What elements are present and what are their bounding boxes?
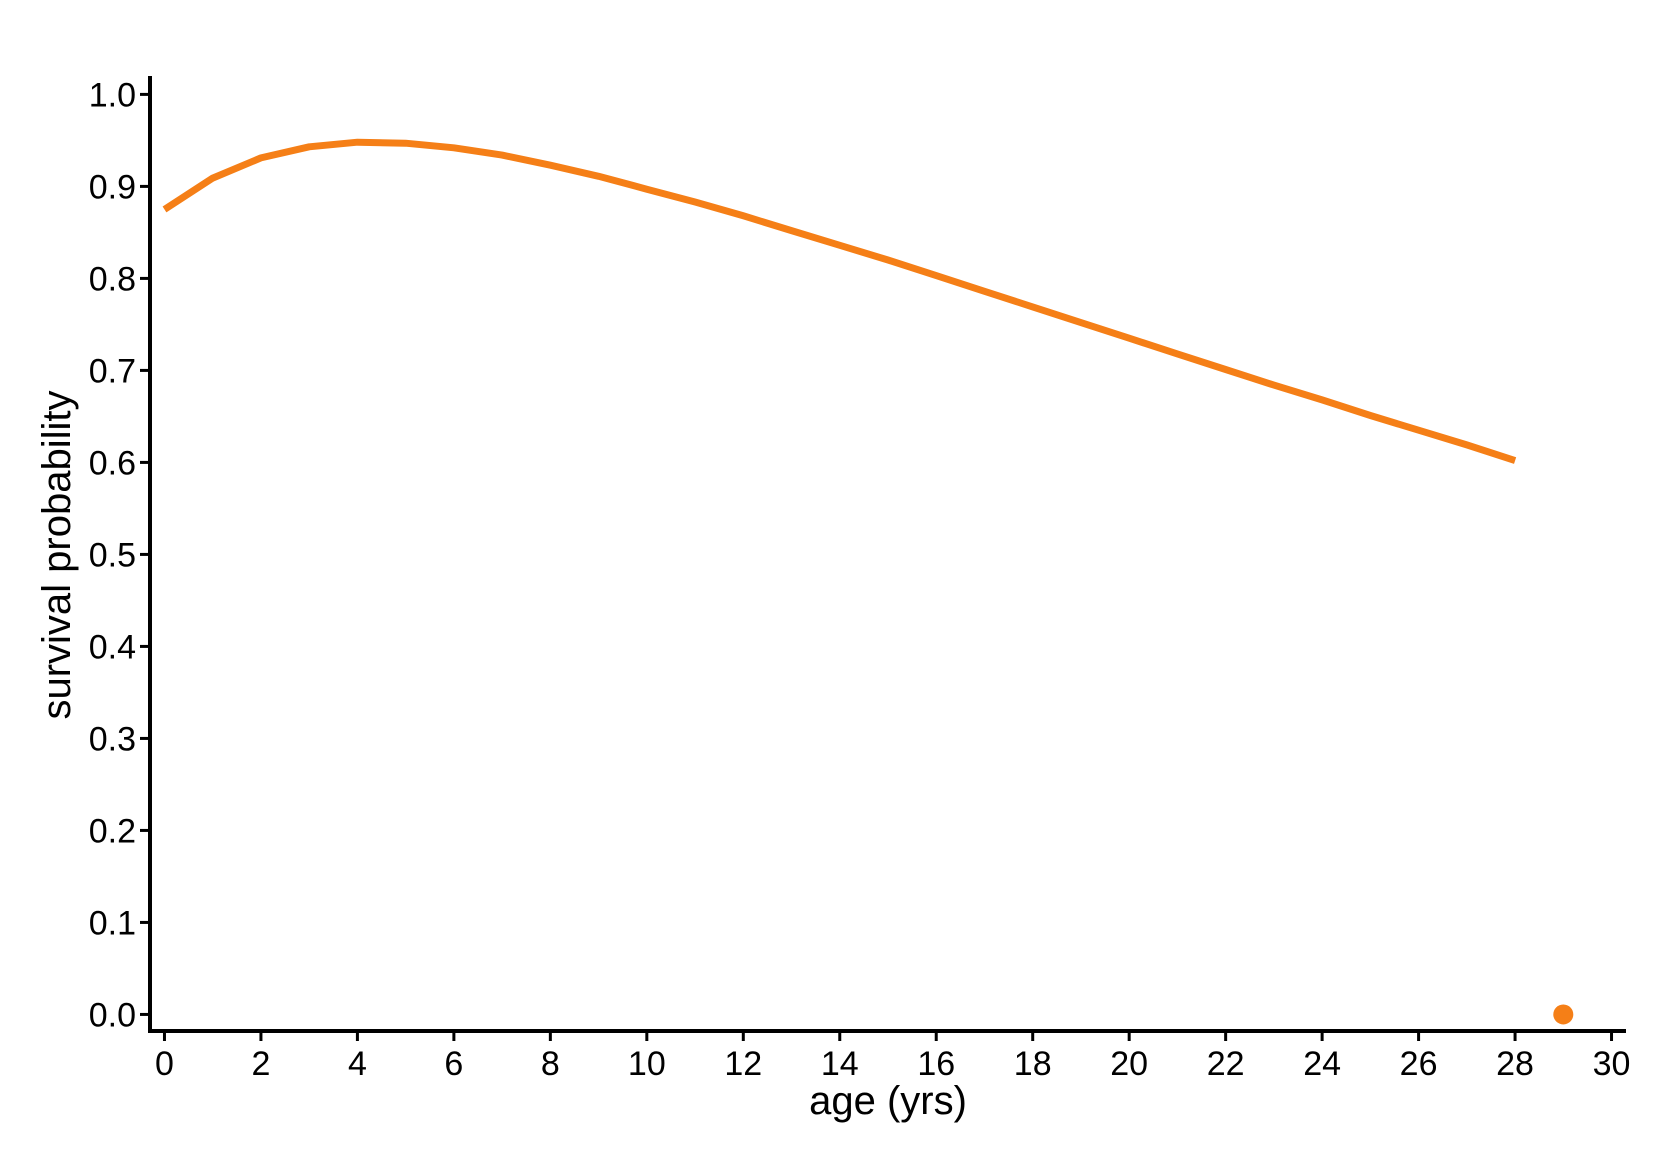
data-point bbox=[1553, 1004, 1574, 1025]
x-tick-label: 22 bbox=[1207, 1045, 1245, 1083]
plot-marks bbox=[162, 138, 1574, 1025]
x-tick-label: 4 bbox=[348, 1045, 367, 1083]
y-tick-label: 0.6 bbox=[89, 444, 136, 482]
y-tick-label: 0.4 bbox=[89, 628, 136, 666]
y-tick-label: 0.3 bbox=[89, 720, 136, 758]
survival-curve-line bbox=[162, 138, 1517, 464]
y-tick-label: 0.9 bbox=[89, 168, 136, 206]
x-tick-label: 8 bbox=[541, 1045, 560, 1083]
x-tick-label: 12 bbox=[724, 1045, 762, 1083]
x-tick-label: 28 bbox=[1496, 1045, 1534, 1083]
y-tick-label: 0.2 bbox=[89, 812, 136, 850]
x-tick-label: 20 bbox=[1110, 1045, 1148, 1083]
y-tick-label: 0.5 bbox=[89, 536, 136, 574]
x-tick-label: 18 bbox=[1014, 1045, 1052, 1083]
axes: 0 2 4 6 8 10 12 14 16 18 20 22 24 26 28 300.00.10.20.30… bbox=[89, 76, 1631, 1083]
x-tick-label: 10 bbox=[628, 1045, 666, 1083]
y-tick-label: 0.1 bbox=[89, 904, 136, 942]
x-tick-label: 24 bbox=[1303, 1045, 1341, 1083]
y-tick-label: 0.7 bbox=[89, 352, 136, 390]
x-tick-label: 30 bbox=[1593, 1045, 1631, 1083]
x-tick-label: 6 bbox=[444, 1045, 463, 1083]
y-axis-title: survival probability bbox=[35, 390, 79, 719]
x-tick-label: 14 bbox=[821, 1045, 859, 1083]
y-tick-label: 0.8 bbox=[89, 260, 136, 298]
x-tick-label: 0 bbox=[155, 1045, 174, 1083]
x-axis-title: age (yrs) bbox=[809, 1079, 967, 1123]
y-tick-label: 1.0 bbox=[89, 76, 136, 114]
y-tick-label: 0.0 bbox=[89, 996, 136, 1034]
x-tick-label: 16 bbox=[917, 1045, 955, 1083]
x-tick-label: 26 bbox=[1400, 1045, 1438, 1083]
x-tick-label: 2 bbox=[251, 1045, 270, 1083]
